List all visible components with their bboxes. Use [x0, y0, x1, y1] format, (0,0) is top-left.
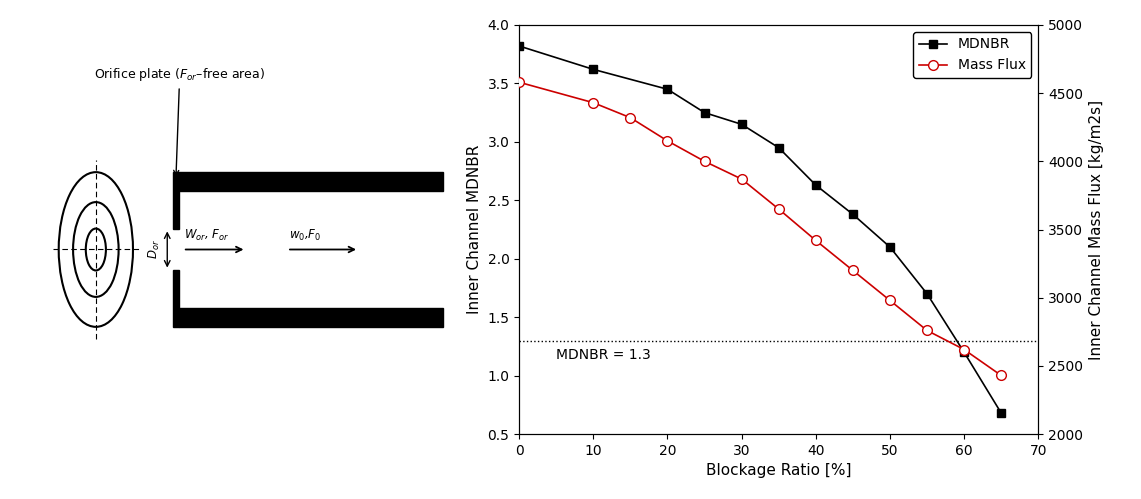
- Mass Flux: [809, 238, 823, 244]
- MDNBR: [809, 182, 823, 188]
- Mass Flux: [994, 372, 1009, 378]
- X-axis label: Blockage Ratio [%]: Blockage Ratio [%]: [706, 464, 851, 479]
- Mass Flux: [957, 347, 971, 353]
- MDNBR: [697, 110, 712, 116]
- Mass Flux: [920, 327, 933, 333]
- Mass Flux: [697, 158, 712, 164]
- Mass Flux: [771, 206, 785, 212]
- MDNBR: [661, 86, 674, 92]
- Mass Flux: [661, 138, 674, 144]
- Bar: [172, 270, 179, 327]
- Line: Mass Flux: Mass Flux: [515, 77, 1006, 380]
- Line: MDNBR: MDNBR: [515, 42, 1005, 417]
- Mass Flux: [586, 100, 600, 106]
- Mass Flux: [845, 267, 860, 273]
- Text: MDNBR = 1.3: MDNBR = 1.3: [557, 348, 652, 362]
- Bar: [172, 172, 179, 229]
- Mass Flux: [623, 115, 637, 121]
- Y-axis label: Inner Channel Mass Flux [kg/m2s]: Inner Channel Mass Flux [kg/m2s]: [1089, 99, 1103, 360]
- MDNBR: [920, 291, 933, 297]
- MDNBR: [883, 244, 897, 250]
- Y-axis label: Inner Channel MDNBR: Inner Channel MDNBR: [467, 145, 482, 314]
- Text: $w_0$,$F_0$: $w_0$,$F_0$: [290, 228, 322, 243]
- MDNBR: [957, 349, 971, 355]
- MDNBR: [994, 410, 1009, 416]
- Bar: [179, 308, 443, 327]
- Bar: [179, 172, 443, 191]
- Legend: MDNBR, Mass Flux: MDNBR, Mass Flux: [913, 32, 1031, 78]
- MDNBR: [586, 66, 600, 72]
- Text: Orifice plate ($\mathit{F}_{or}$–free area): Orifice plate ($\mathit{F}_{or}$–free ar…: [95, 66, 265, 176]
- Text: $D_{or}$: $D_{or}$: [146, 240, 162, 259]
- Mass Flux: [883, 297, 897, 303]
- MDNBR: [845, 212, 860, 218]
- MDNBR: [735, 121, 748, 127]
- MDNBR: [771, 145, 785, 151]
- Mass Flux: [512, 79, 526, 85]
- MDNBR: [512, 43, 526, 49]
- Mass Flux: [735, 176, 748, 182]
- Text: $W_{or}$, $F_{or}$: $W_{or}$, $F_{or}$: [184, 228, 229, 243]
